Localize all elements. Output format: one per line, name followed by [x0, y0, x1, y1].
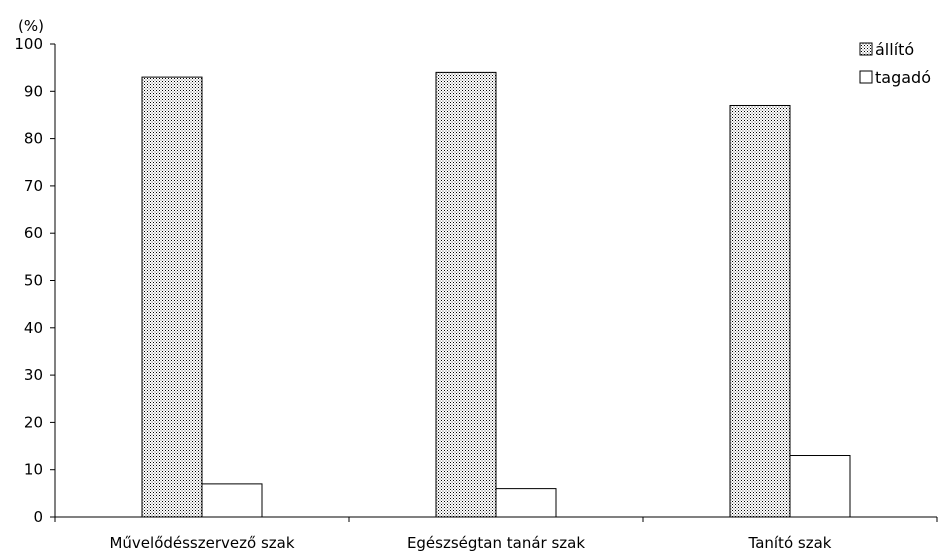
y-tick-label: 30 [24, 366, 43, 384]
y-tick-label: 40 [24, 319, 43, 337]
legend-swatch [859, 42, 873, 56]
y-tick-label: 80 [24, 130, 43, 148]
legend-label: állító [875, 40, 914, 59]
bars [141, 71, 851, 518]
y-tick-label: 90 [24, 82, 43, 100]
y-tick-label: 70 [24, 177, 43, 195]
y-axis-label: (%) [18, 17, 44, 35]
y-tick-label: 10 [24, 461, 43, 479]
y-tick-label: 100 [14, 35, 43, 53]
x-tick-label: Tanító szak [748, 534, 832, 552]
axes: 0 10 20 30 40 50 60 70 80 90 100 Művelődésszervező … [14, 35, 938, 552]
bar-tagado [201, 483, 263, 518]
y-tick-label: 20 [24, 413, 43, 431]
legend-label: tagadó [875, 68, 931, 87]
y-tick-label: 0 [33, 508, 43, 526]
legend-swatch [859, 70, 873, 84]
x-tick-label: Művelődésszervező szak [109, 534, 294, 552]
bar-allito [729, 104, 791, 518]
bar-allito [141, 76, 203, 518]
bar-tagado [495, 488, 557, 518]
y-tick-label: 50 [24, 272, 43, 290]
y-tick-label: 60 [24, 224, 43, 242]
bar-allito [435, 71, 497, 518]
x-tick-label: Egészségtan tanár szak [407, 534, 585, 552]
legend: állító tagadó [859, 40, 931, 87]
bar-tagado [789, 455, 851, 518]
